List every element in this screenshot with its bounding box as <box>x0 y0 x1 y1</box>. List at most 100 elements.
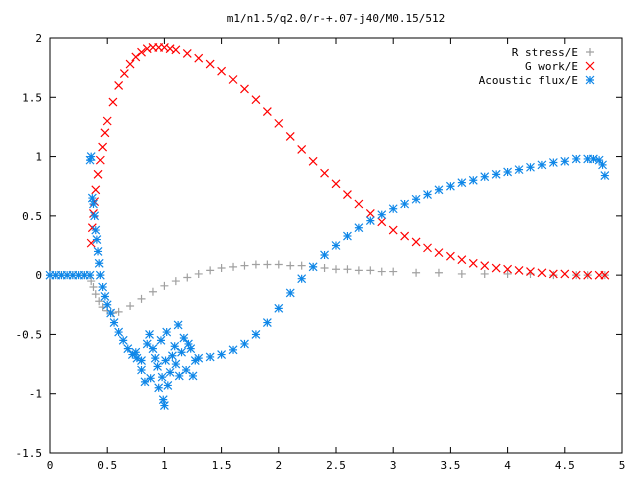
data-point <box>240 261 249 270</box>
data-point <box>79 270 89 280</box>
series-acoustic-flux-e <box>45 152 610 410</box>
data-point <box>188 371 198 381</box>
data-point <box>91 185 101 195</box>
x-tick-label: 4.5 <box>555 459 575 472</box>
data-point <box>94 258 104 268</box>
data-point <box>468 258 478 268</box>
data-point <box>217 66 227 76</box>
data-point <box>434 185 444 195</box>
data-point <box>142 339 152 349</box>
data-point <box>45 270 55 280</box>
data-point <box>85 155 95 165</box>
data-point <box>163 380 173 390</box>
data-point <box>251 95 261 105</box>
data-point <box>114 81 124 90</box>
data-point <box>87 193 97 203</box>
x-tick-label: 1.5 <box>212 459 232 472</box>
data-point <box>228 345 238 355</box>
data-point <box>118 335 128 345</box>
data-point <box>503 269 512 278</box>
data-point <box>343 231 352 241</box>
chart-title: m1/n1.5/q2.0/r-+.07-j40/M0.15/512 <box>227 12 446 25</box>
legend-label: Acoustic flux/E <box>479 74 578 87</box>
data-point <box>445 181 455 191</box>
data-point <box>206 266 215 275</box>
data-point <box>205 352 215 362</box>
data-point <box>480 261 490 271</box>
data-point <box>68 270 78 280</box>
data-point <box>150 353 160 363</box>
data-point <box>274 118 284 128</box>
data-point <box>186 344 196 354</box>
data-point <box>89 199 98 209</box>
x-tick-label: 2 <box>275 459 282 472</box>
data-point <box>156 335 166 345</box>
data-point <box>95 270 105 280</box>
data-point <box>445 251 455 261</box>
data-point <box>137 294 146 303</box>
data-point <box>183 339 193 349</box>
data-point <box>389 267 398 276</box>
data-point <box>297 274 307 284</box>
y-tick-label: -0.5 <box>16 328 43 341</box>
data-point <box>182 48 192 58</box>
data-point <box>217 350 227 360</box>
x-tick-label: 4 <box>504 459 511 472</box>
data-point <box>274 303 284 313</box>
data-point <box>388 225 398 235</box>
data-point <box>434 248 444 258</box>
data-point <box>423 243 432 253</box>
y-tick-label: 0.5 <box>22 210 42 223</box>
data-point <box>87 277 96 286</box>
legend-label: R stress/E <box>512 46 578 59</box>
data-point <box>86 152 96 161</box>
data-point <box>332 265 340 274</box>
data-point <box>194 269 203 278</box>
data-point <box>526 267 535 277</box>
data-point <box>354 266 363 275</box>
data-point <box>95 297 104 306</box>
data-point <box>148 287 157 296</box>
data-point <box>457 269 466 278</box>
data-point <box>89 283 98 291</box>
data-point <box>157 372 167 382</box>
data-point <box>194 53 204 63</box>
data-point <box>171 277 180 286</box>
data-point <box>400 199 410 209</box>
data-point <box>343 265 352 274</box>
data-point <box>308 156 318 166</box>
data-point <box>480 172 490 182</box>
data-point <box>140 377 150 387</box>
data-point <box>240 339 249 349</box>
data-point <box>98 282 108 292</box>
data-point <box>90 211 100 221</box>
x-tick-label: 3 <box>390 459 397 472</box>
data-point <box>132 353 142 363</box>
data-point <box>179 333 189 343</box>
data-point <box>162 327 172 337</box>
data-point <box>285 288 295 298</box>
data-point <box>74 270 84 280</box>
data-point <box>571 270 581 280</box>
data-point <box>51 270 61 280</box>
data-point <box>171 45 181 55</box>
data-point <box>331 179 341 189</box>
legend-marker <box>585 75 595 85</box>
data-point <box>320 264 329 273</box>
data-point <box>491 169 501 179</box>
x-tick-label: 0.5 <box>97 459 117 472</box>
axis-ticks: 0 0.5 1 1.5 2 2.5 3 3.5 4 4.5 5 -1.5 -1 -0.5 0 0.5 1 1.5 2 <box>16 32 626 472</box>
data-point <box>354 223 364 233</box>
data-point <box>91 225 101 235</box>
data-point <box>571 154 581 164</box>
data-point <box>102 116 112 126</box>
data-point <box>109 318 119 327</box>
data-point <box>400 231 410 241</box>
data-point <box>114 307 123 316</box>
y-tick-label: 0 <box>35 269 42 282</box>
data-point <box>145 330 154 339</box>
data-point <box>148 344 158 354</box>
legend-label: G work/E <box>525 60 578 73</box>
data-point <box>170 341 180 351</box>
